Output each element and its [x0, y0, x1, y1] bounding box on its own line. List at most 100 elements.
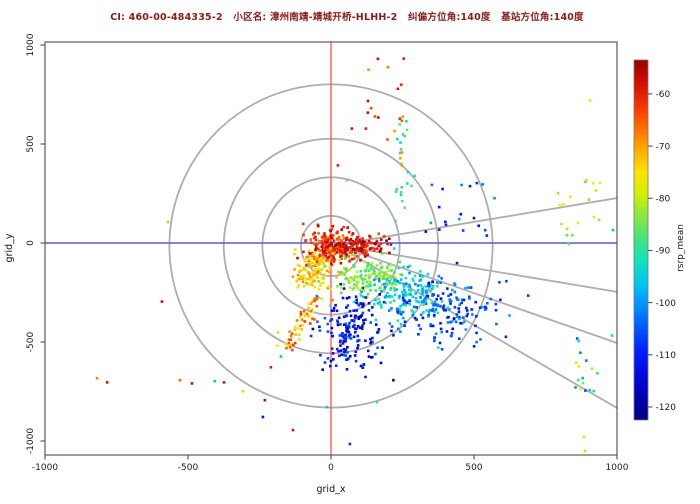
y-tick-label: -500	[26, 332, 36, 353]
scatter-point	[420, 300, 424, 303]
scatter-point	[347, 296, 351, 299]
scatter-point	[390, 295, 393, 298]
scatter-point	[457, 316, 461, 319]
scatter-point	[475, 331, 478, 335]
scatter-point	[345, 306, 348, 309]
scatter-point	[344, 322, 348, 326]
scatter-point	[309, 322, 312, 325]
scatter-point	[431, 280, 434, 284]
scatter-point	[359, 292, 362, 296]
scatter-point	[377, 328, 381, 331]
scatter-point	[324, 254, 327, 257]
scatter-point	[363, 253, 367, 256]
scatter-point	[348, 286, 352, 289]
scatter-point	[342, 323, 346, 327]
scatter-point	[388, 251, 391, 255]
scatter-point	[356, 246, 359, 249]
scatter-point	[293, 325, 297, 329]
scatter-point	[301, 323, 304, 327]
scatter-point	[345, 178, 349, 182]
scatter-point	[305, 256, 308, 259]
scatter-point	[332, 239, 336, 242]
scatter-point	[355, 309, 358, 312]
scatter-point	[472, 345, 476, 348]
scatter-point	[399, 278, 403, 281]
scatter-point	[338, 354, 341, 358]
scatter-point	[408, 287, 412, 291]
scatter-point	[326, 237, 330, 241]
scatter-point	[367, 68, 370, 71]
scatter-point	[373, 278, 376, 282]
scatter-point	[426, 294, 430, 298]
scatter-point	[213, 379, 217, 383]
scatter-point	[375, 264, 379, 267]
scatter-point	[376, 302, 380, 305]
scatter-point	[359, 275, 362, 278]
scatter-point	[585, 359, 588, 362]
scatter-point	[584, 389, 587, 392]
y-tick-label: 1000	[26, 33, 36, 56]
scatter-point	[326, 240, 329, 244]
scatter-point	[345, 253, 349, 257]
scatter-point	[397, 327, 400, 331]
scatter-point	[427, 284, 430, 288]
scatter-point	[367, 262, 370, 265]
scatter-point	[178, 378, 182, 382]
scatter-point	[455, 261, 459, 265]
scatter-point	[434, 332, 438, 336]
scatter-point	[439, 322, 442, 325]
scatter-point	[325, 242, 328, 246]
scatter-point	[342, 242, 345, 246]
scatter-point	[356, 334, 360, 338]
scatter-point	[485, 234, 489, 237]
scatter-point	[494, 302, 498, 306]
scatter-point	[330, 331, 333, 335]
scatter-point	[358, 326, 362, 329]
scatter-point	[319, 353, 322, 357]
scatter-point	[276, 344, 279, 347]
scatter-point	[334, 244, 337, 247]
scatter-point	[498, 281, 501, 284]
scatter-point	[416, 284, 420, 287]
scatter-point	[299, 315, 302, 319]
scatter-point	[362, 245, 365, 249]
scatter-point	[330, 258, 334, 262]
scatter-point	[565, 234, 569, 237]
scatter-point	[394, 277, 398, 280]
scatter-point	[458, 303, 461, 306]
scatter-point	[290, 332, 294, 335]
scatter-point	[383, 273, 386, 277]
scatter-point	[377, 116, 380, 119]
scatter-point	[318, 258, 322, 262]
scatter-point	[421, 292, 425, 296]
scatter-point	[299, 269, 302, 272]
scatter-point	[311, 280, 315, 283]
scatter-point	[372, 249, 376, 252]
scatter-point	[442, 304, 446, 307]
scatter-point	[386, 291, 389, 295]
scatter-point	[372, 268, 376, 271]
scatter-point	[307, 249, 311, 252]
scatter-point	[411, 313, 415, 317]
scatter-point	[313, 318, 316, 321]
scatter-point	[313, 279, 316, 283]
scatter-point	[379, 242, 383, 245]
scatter-point	[429, 323, 432, 326]
scatter-point	[345, 325, 348, 328]
scatter-point	[332, 256, 335, 259]
scatter-point	[329, 241, 333, 245]
scatter-point	[346, 248, 349, 252]
scatter-point	[354, 350, 358, 354]
scatter-point	[430, 183, 434, 187]
scatter-point	[439, 281, 442, 284]
scatter-point	[386, 138, 389, 141]
scatter-point	[577, 365, 581, 368]
scatter-point	[340, 353, 343, 357]
scatter-point	[433, 313, 436, 317]
scatter-point	[384, 271, 388, 275]
scatter-point	[331, 334, 334, 338]
scatter-point	[316, 276, 320, 279]
scatter-point	[361, 286, 365, 290]
scatter-point	[423, 298, 426, 301]
